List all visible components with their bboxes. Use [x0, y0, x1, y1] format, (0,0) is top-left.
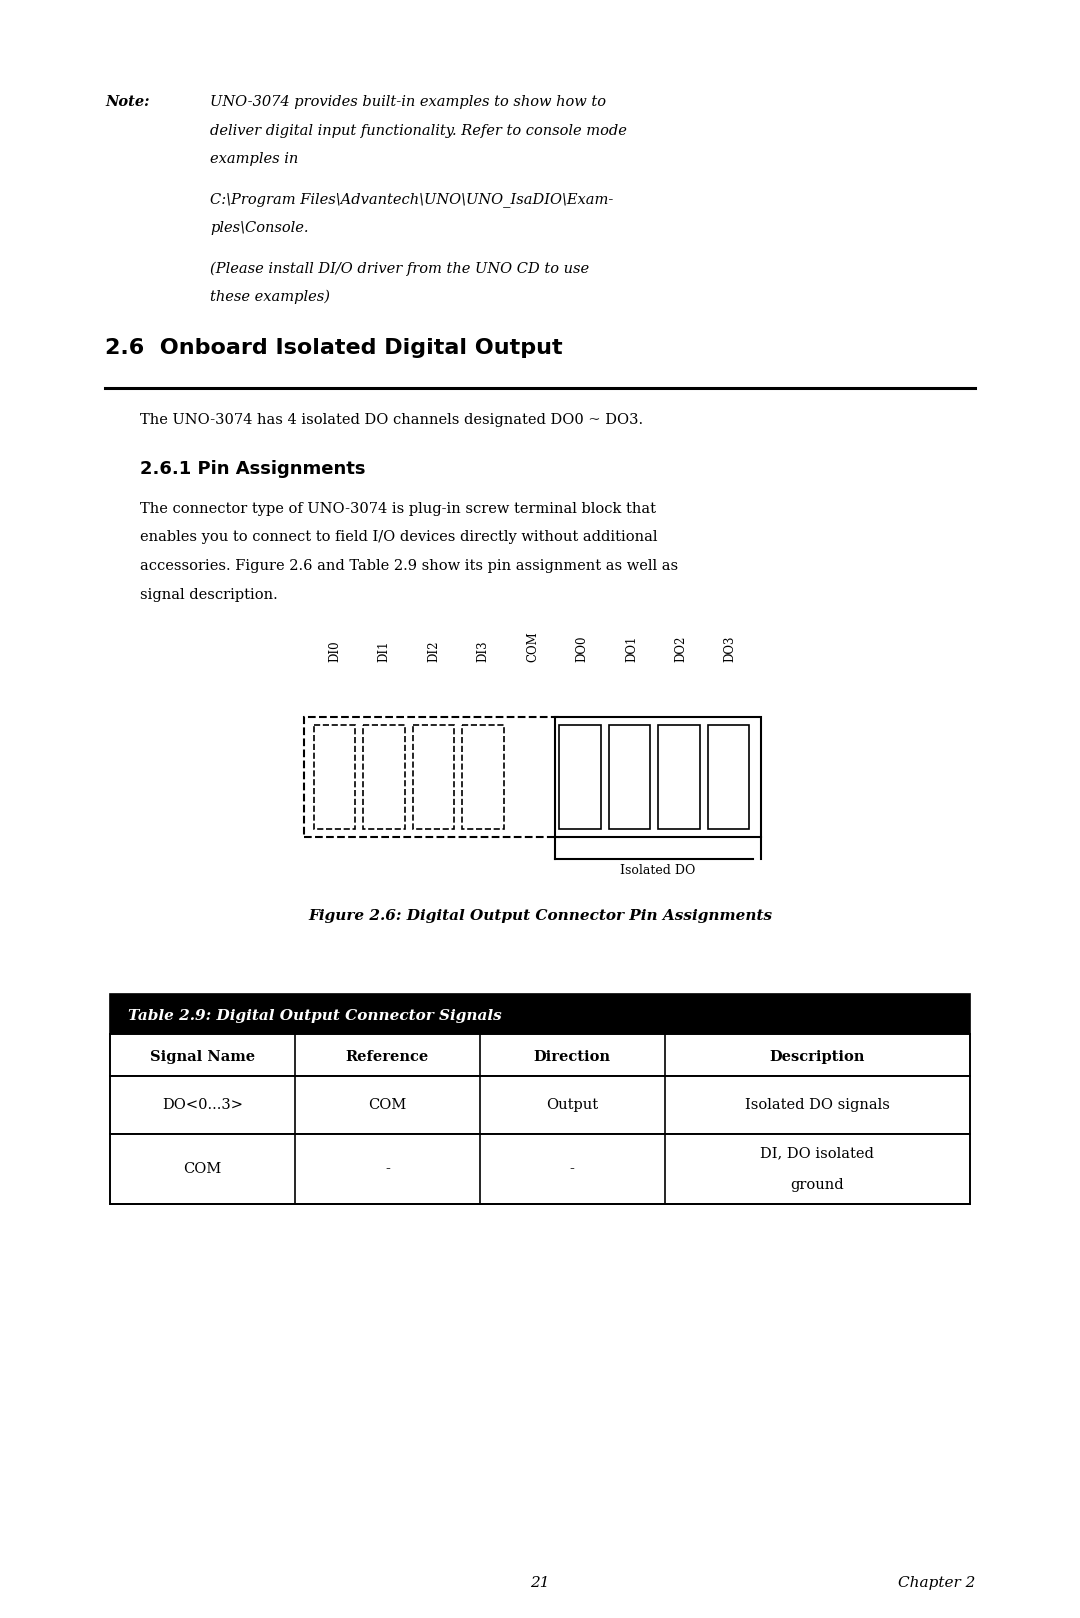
Text: DO<0...3>: DO<0...3>: [162, 1099, 243, 1112]
Bar: [413, 725, 455, 828]
Text: DI, DO isolated: DI, DO isolated: [760, 1146, 875, 1160]
Text: Figure 2.6: Digital Output Connector Pin Assignments: Figure 2.6: Digital Output Connector Pin…: [308, 909, 772, 922]
Text: DI1: DI1: [378, 641, 391, 662]
Text: DO1: DO1: [625, 636, 638, 662]
Text: Output: Output: [546, 1099, 598, 1112]
Bar: [110, 1076, 970, 1134]
Text: DO2: DO2: [674, 636, 687, 662]
Text: accessories. Figure 2.6 and Table 2.9 show its pin assignment as well as: accessories. Figure 2.6 and Table 2.9 sh…: [140, 558, 678, 573]
Text: deliver digital input functionality. Refer to console mode: deliver digital input functionality. Ref…: [210, 123, 626, 138]
Text: DI2: DI2: [427, 641, 441, 662]
Text: 21: 21: [530, 1576, 550, 1590]
Bar: [555, 717, 761, 837]
Text: The UNO-3074 has 4 isolated DO channels designated DO0 ~ DO3.: The UNO-3074 has 4 isolated DO channels …: [140, 413, 643, 427]
Text: ples\Console.: ples\Console.: [210, 222, 309, 235]
Text: Description: Description: [770, 1050, 865, 1065]
Bar: [110, 1034, 970, 1076]
Bar: [110, 1134, 970, 1204]
Text: COM: COM: [368, 1099, 406, 1112]
Bar: [110, 993, 970, 1034]
Bar: [559, 725, 600, 828]
Text: Table 2.9: Digital Output Connector Signals: Table 2.9: Digital Output Connector Sign…: [129, 1010, 502, 1023]
Text: ground: ground: [791, 1178, 845, 1192]
Text: UNO-3074 provides built-in examples to show how to: UNO-3074 provides built-in examples to s…: [210, 95, 606, 108]
Text: -: -: [570, 1162, 575, 1176]
Text: signal description.: signal description.: [140, 587, 278, 602]
Text: C:\Program Files\Advantech\UNO\UNO_IsaDIO\Exam-: C:\Program Files\Advantech\UNO\UNO_IsaDI…: [210, 193, 613, 207]
Text: 2.6  Onboard Isolated Digital Output: 2.6 Onboard Isolated Digital Output: [105, 338, 563, 358]
Text: examples in: examples in: [210, 152, 298, 167]
Text: DO3: DO3: [724, 636, 737, 662]
Text: Chapter 2: Chapter 2: [897, 1576, 975, 1590]
Text: COM: COM: [184, 1162, 221, 1176]
Text: Direction: Direction: [534, 1050, 611, 1065]
Bar: [303, 717, 559, 837]
Bar: [609, 725, 650, 828]
Text: these examples): these examples): [210, 290, 330, 304]
Text: Isolated DO: Isolated DO: [620, 864, 696, 877]
Text: (Please install DI/O driver from the UNO CD to use: (Please install DI/O driver from the UNO…: [210, 262, 589, 277]
Bar: [364, 725, 405, 828]
Text: COM: COM: [526, 631, 539, 662]
Bar: [707, 725, 750, 828]
Text: DI3: DI3: [476, 641, 489, 662]
Text: Reference: Reference: [346, 1050, 429, 1065]
Bar: [462, 725, 503, 828]
Text: Note:: Note:: [105, 95, 149, 108]
Text: 2.6.1 Pin Assignments: 2.6.1 Pin Assignments: [140, 460, 365, 477]
Text: Isolated DO signals: Isolated DO signals: [745, 1099, 890, 1112]
Text: DI0: DI0: [328, 641, 341, 662]
Bar: [658, 725, 700, 828]
Bar: [314, 725, 355, 828]
Text: enables you to connect to field I/O devices directly without additional: enables you to connect to field I/O devi…: [140, 531, 658, 545]
Text: Signal Name: Signal Name: [150, 1050, 255, 1065]
Text: The connector type of UNO-3074 is plug-in screw terminal block that: The connector type of UNO-3074 is plug-i…: [140, 502, 656, 516]
Text: -: -: [384, 1162, 390, 1176]
Text: DO0: DO0: [576, 636, 589, 662]
